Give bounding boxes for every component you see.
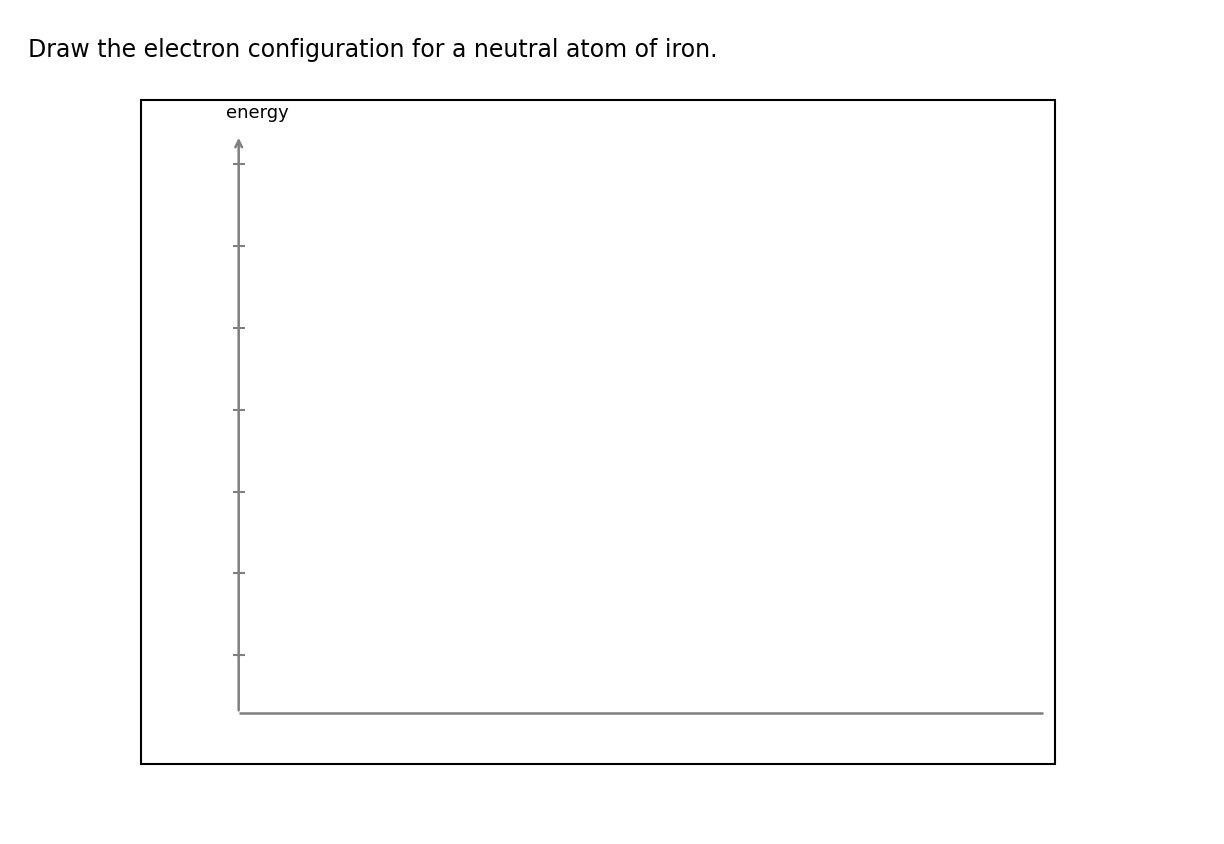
Text: energy: energy bbox=[226, 104, 289, 122]
Text: Draw the electron configuration for a neutral atom of iron.: Draw the electron configuration for a ne… bbox=[28, 38, 717, 62]
Bar bbox=[141, 100, 1055, 764]
